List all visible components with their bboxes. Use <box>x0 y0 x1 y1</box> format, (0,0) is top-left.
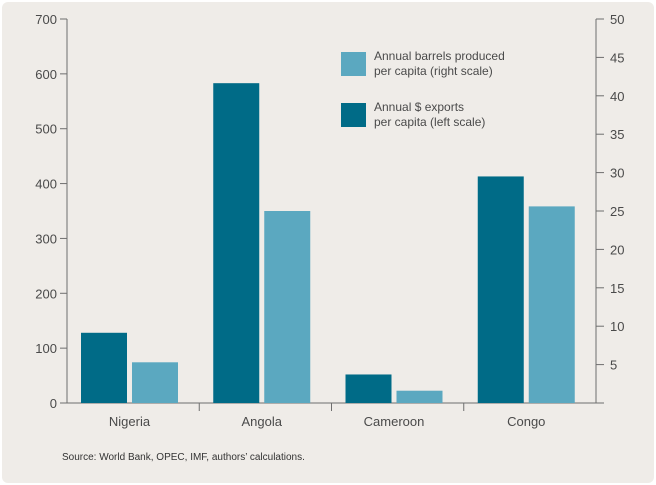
legend-swatch <box>341 103 366 127</box>
left-axis-tick-label: 500 <box>35 122 57 137</box>
right-axis-tick-label: 40 <box>610 89 624 104</box>
x-axis-category-label: Cameroon <box>364 414 425 429</box>
bar-congo-barrels <box>528 206 575 403</box>
bar-cameroon-barrels <box>396 390 443 403</box>
left-axis-tick-label: 600 <box>35 67 57 82</box>
x-axis-category-label: Nigeria <box>109 414 151 429</box>
left-axis-tick-label: 400 <box>35 177 57 192</box>
legend-swatch <box>341 52 366 76</box>
legend-label: Annual barrels produced <box>374 49 505 63</box>
legend-label: per capita (left scale) <box>374 115 485 129</box>
bar-cameroon-exports <box>345 374 392 403</box>
right-axis-tick-label: 25 <box>610 204 624 219</box>
legend-label: Annual $ exports <box>374 100 464 114</box>
right-axis-tick-label: 20 <box>610 242 624 257</box>
right-axis-tick-label: 45 <box>610 50 624 65</box>
bar-angola-exports <box>213 83 260 403</box>
x-axis-category-label: Congo <box>507 414 545 429</box>
legend-label: per capita (right scale) <box>374 64 493 78</box>
source-note: Source: World Bank, OPEC, IMF, authors’ … <box>62 452 305 463</box>
right-axis-tick-label: 15 <box>610 281 624 296</box>
left-axis-tick-label: 700 <box>35 12 57 27</box>
left-axis-tick-label: 0 <box>50 396 57 411</box>
right-axis-tick-label: 30 <box>610 166 624 181</box>
bar-angola-barrels <box>264 211 311 403</box>
left-axis-tick-label: 200 <box>35 286 57 301</box>
bar-congo-exports <box>477 176 524 403</box>
bar-nigeria-barrels <box>132 362 178 403</box>
right-axis-tick-label: 10 <box>610 319 624 334</box>
x-axis-category-label: Angola <box>242 414 283 429</box>
right-axis-tick-label: 5 <box>610 358 617 373</box>
axes-group: 0 100 200 300 400 500 600 700 5 10 15 20 25 30 35 40 45 5… <box>35 12 624 429</box>
right-axis-tick-label: 50 <box>610 12 624 27</box>
bar-nigeria-exports <box>81 332 127 403</box>
bars-group <box>81 83 575 403</box>
left-axis-tick-label: 100 <box>35 341 57 356</box>
left-axis-tick-label: 300 <box>35 231 57 246</box>
right-axis-tick-label: 35 <box>610 127 624 142</box>
